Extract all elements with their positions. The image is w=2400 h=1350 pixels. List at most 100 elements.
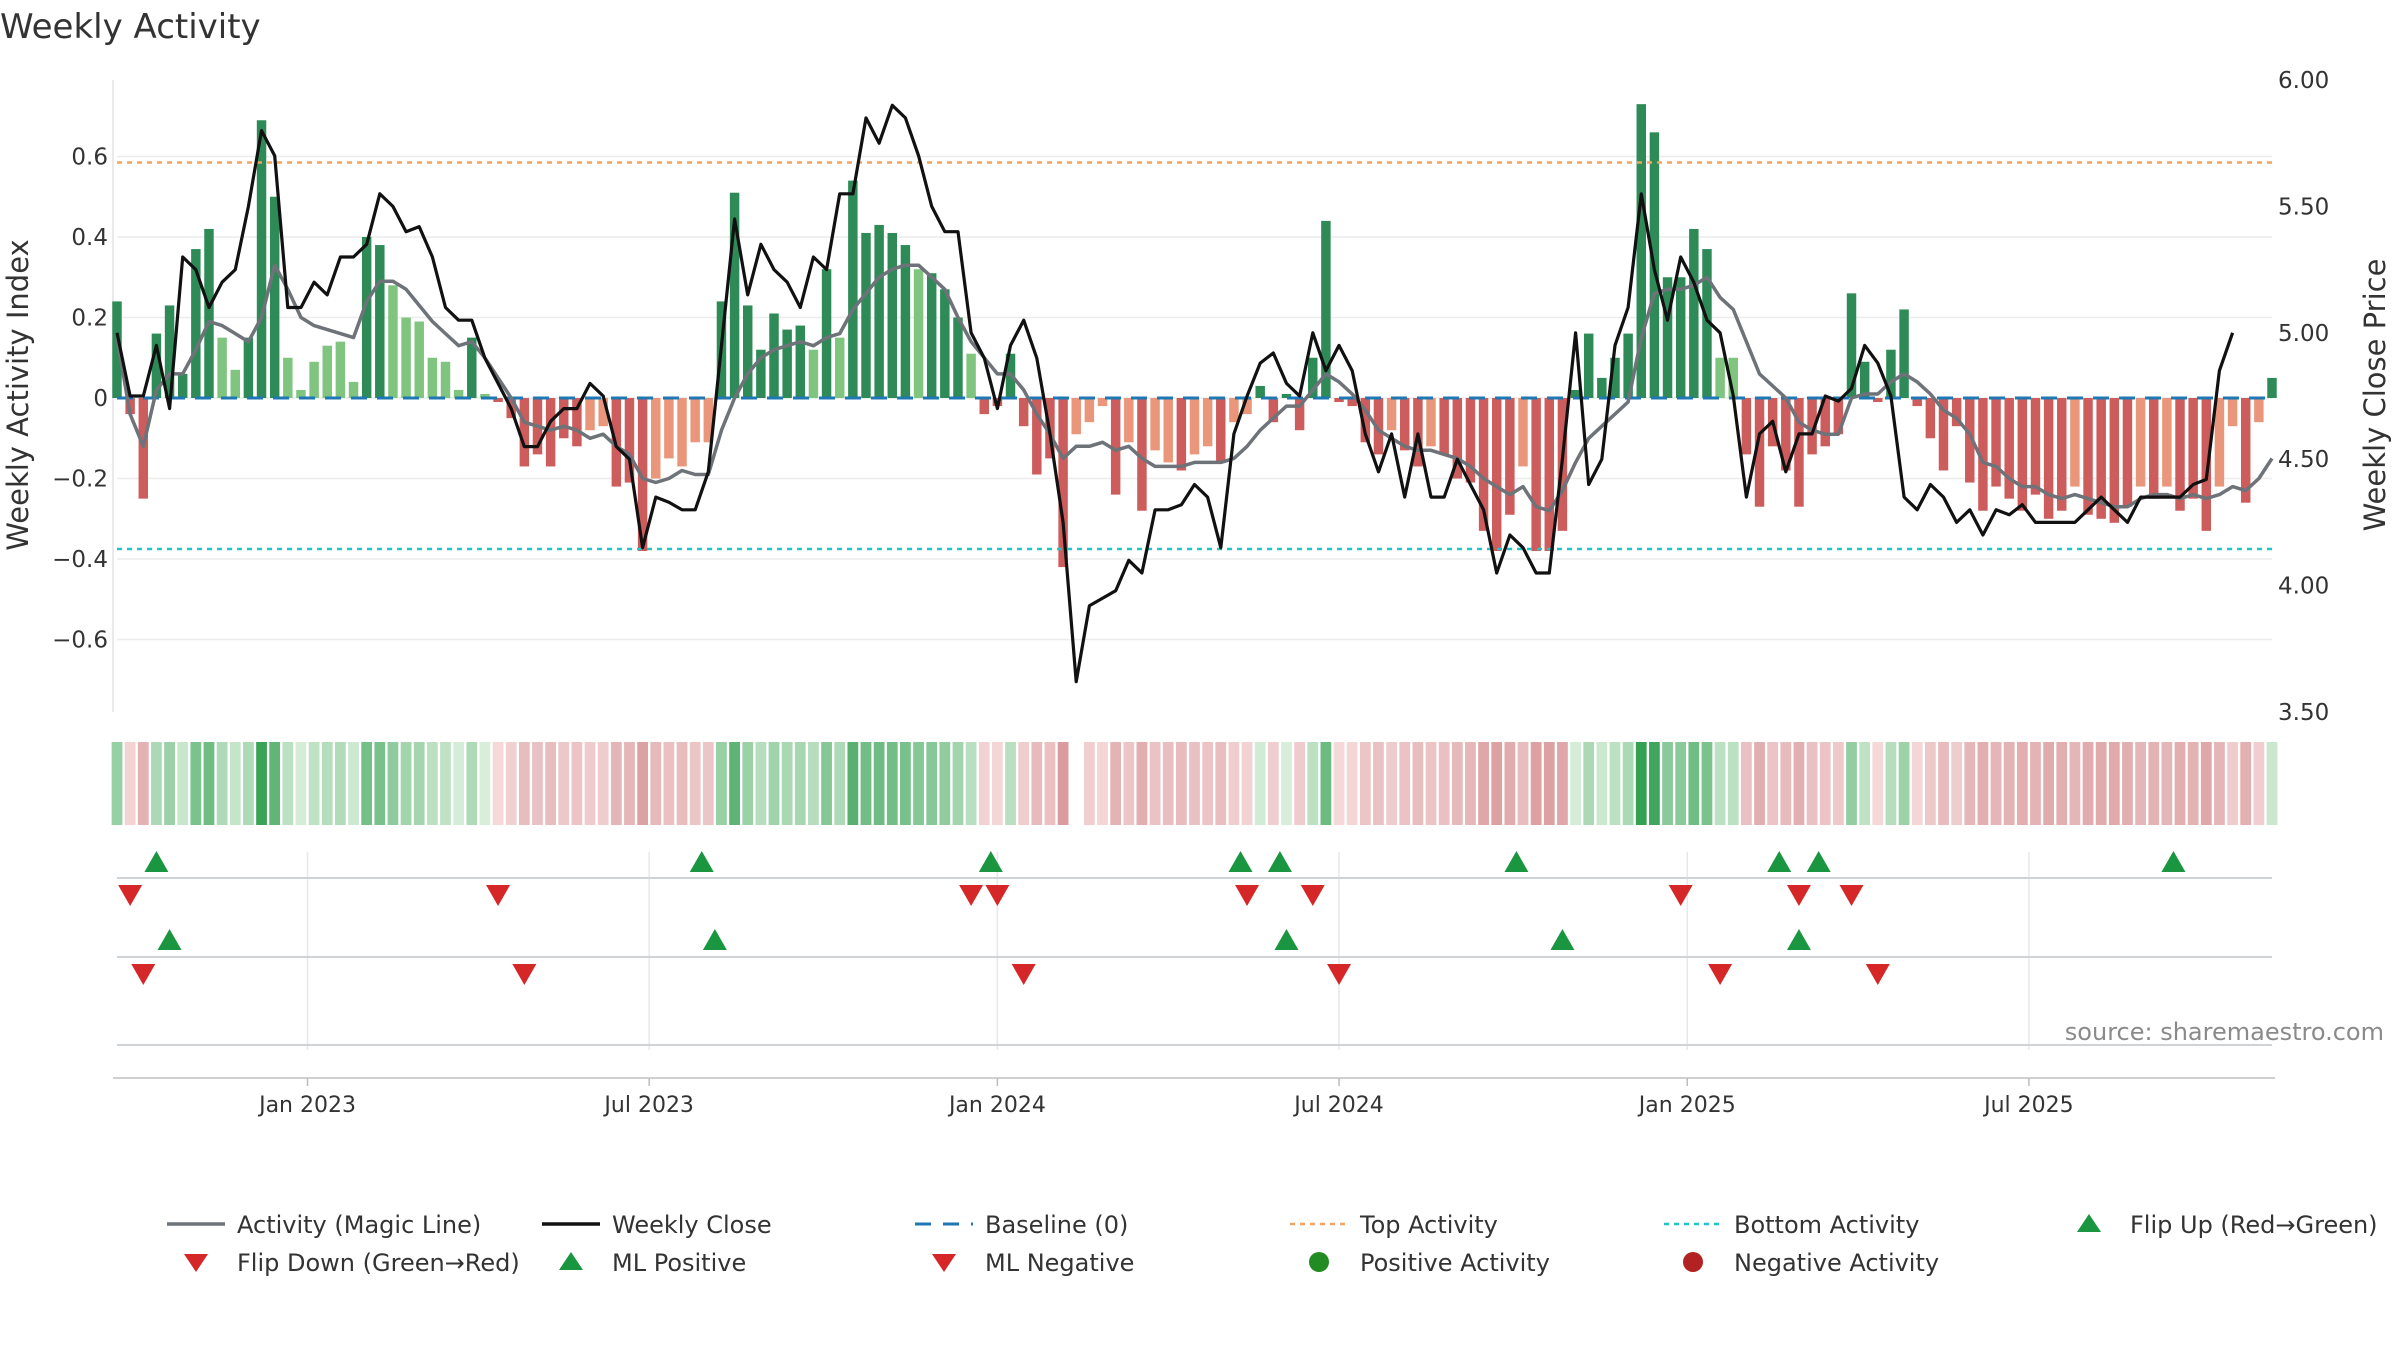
activity-bar xyxy=(1610,357,1620,399)
heat-cell xyxy=(2108,742,2120,825)
signal-markers xyxy=(118,851,2186,985)
activity-bar xyxy=(467,337,477,399)
activity-bar xyxy=(1294,398,1305,431)
heat-cell xyxy=(505,742,517,825)
heat-cell xyxy=(650,742,662,825)
flip-up-marker xyxy=(144,851,169,872)
heat-cell xyxy=(1465,742,1476,825)
heat-cell xyxy=(584,742,596,825)
heat-cell xyxy=(781,742,793,825)
heat-cell xyxy=(952,742,964,825)
heat-cell xyxy=(834,742,846,825)
activity-bar xyxy=(2030,398,2041,495)
heat-cell xyxy=(1491,742,1503,825)
activity-bar xyxy=(861,232,871,399)
activity-bar xyxy=(191,249,201,399)
activity-bar xyxy=(1794,398,1804,507)
activity-bar xyxy=(979,398,989,415)
reference-lines xyxy=(117,161,2272,551)
heat-cell xyxy=(361,742,373,825)
heat-cell xyxy=(1793,742,1805,825)
flip-down-marker xyxy=(118,885,143,906)
y2-tick-label: 4.00 xyxy=(2278,574,2329,600)
heat-cell xyxy=(558,742,570,825)
activity-bar xyxy=(1400,398,1410,451)
y2-ticks: 6.00 5.50 5.00 4.50 4.00 3.50 xyxy=(2278,68,2329,726)
legend: Activity (Magic Line) Weekly Close Baselin… xyxy=(167,1211,2378,1277)
activity-bar xyxy=(1478,398,1489,531)
heat-cell xyxy=(1990,742,2002,825)
activity-bar xyxy=(2135,398,2146,487)
activity-bar xyxy=(1951,398,1962,427)
heat-cell xyxy=(2148,742,2160,825)
activity-bar xyxy=(2227,398,2238,427)
legend-label: ML Negative xyxy=(985,1249,1134,1277)
heat-cell xyxy=(2056,742,2068,825)
activity-bar xyxy=(1360,398,1371,443)
heat-cell xyxy=(453,742,465,825)
heat-cell xyxy=(1859,742,1871,825)
activity-bar xyxy=(966,353,976,399)
activity-bar xyxy=(1268,398,1279,423)
flip-up-marker xyxy=(1504,851,1529,872)
chart-title: Weekly Activity xyxy=(0,7,261,47)
heat-cell xyxy=(1924,742,1936,825)
heat-cell xyxy=(1346,742,1358,825)
heat-cell xyxy=(308,742,320,825)
activity-bar xyxy=(1071,398,1081,435)
activity-bar xyxy=(545,398,556,467)
heat-cell xyxy=(164,742,175,825)
activity-bar xyxy=(1308,357,1318,399)
flip-down-marker xyxy=(1300,885,1325,906)
heat-cell xyxy=(597,742,609,825)
activity-bar xyxy=(598,398,608,427)
flip-up-marker xyxy=(978,851,1003,872)
activity-bar xyxy=(664,398,674,459)
activity-bar xyxy=(1636,104,1646,399)
activity-bar xyxy=(1518,398,1528,467)
activity-bar xyxy=(677,398,687,467)
y-axis-label: Weekly Activity Index xyxy=(1,239,35,550)
heat-cell xyxy=(2240,742,2252,825)
activity-bar xyxy=(1662,277,1673,399)
heat-cell xyxy=(151,742,162,825)
heat-cell xyxy=(1373,742,1384,825)
activity-bar xyxy=(493,398,503,403)
heat-cell xyxy=(1714,742,1726,825)
heat-cell xyxy=(1951,742,1963,825)
heat-cell xyxy=(1110,742,1122,825)
y2-tick-label: 5.00 xyxy=(2278,321,2329,347)
flip-down-marker xyxy=(985,885,1010,906)
y2-tick-label: 4.50 xyxy=(2278,447,2329,473)
heat-cell xyxy=(256,742,267,825)
activity-bar xyxy=(1176,398,1187,471)
heat-cell xyxy=(295,742,307,825)
x-tick-label: Jul 2023 xyxy=(602,1093,694,1118)
flip-up-marker xyxy=(2161,851,2186,872)
heat-cell xyxy=(374,742,386,825)
activity-bar xyxy=(1150,398,1160,451)
heat-cell xyxy=(900,742,911,825)
heat-cell xyxy=(2253,742,2265,825)
activity-bar xyxy=(2083,398,2093,515)
flip-down-marker xyxy=(1668,885,1693,906)
activity-bar xyxy=(256,120,267,399)
heat-cell xyxy=(1622,742,1634,825)
activity-bar xyxy=(795,325,806,399)
activity-bar xyxy=(204,228,214,399)
heat-cell xyxy=(702,742,714,825)
activity-bar xyxy=(1347,398,1357,407)
activity-bar xyxy=(388,285,398,399)
activity-bar xyxy=(1965,398,1975,483)
heat-cell xyxy=(1123,742,1135,825)
heat-cell xyxy=(939,742,951,825)
activity-bar xyxy=(440,361,451,399)
legend-label: Activity (Magic Line) xyxy=(237,1211,481,1239)
heat-cell xyxy=(2122,742,2133,825)
heat-cell xyxy=(1570,742,1581,825)
heat-cell xyxy=(1964,742,1976,825)
flip-up-marker xyxy=(1806,851,1831,872)
heat-cell xyxy=(1425,742,1437,825)
legend-swatch-negative-dot xyxy=(1683,1252,1703,1272)
